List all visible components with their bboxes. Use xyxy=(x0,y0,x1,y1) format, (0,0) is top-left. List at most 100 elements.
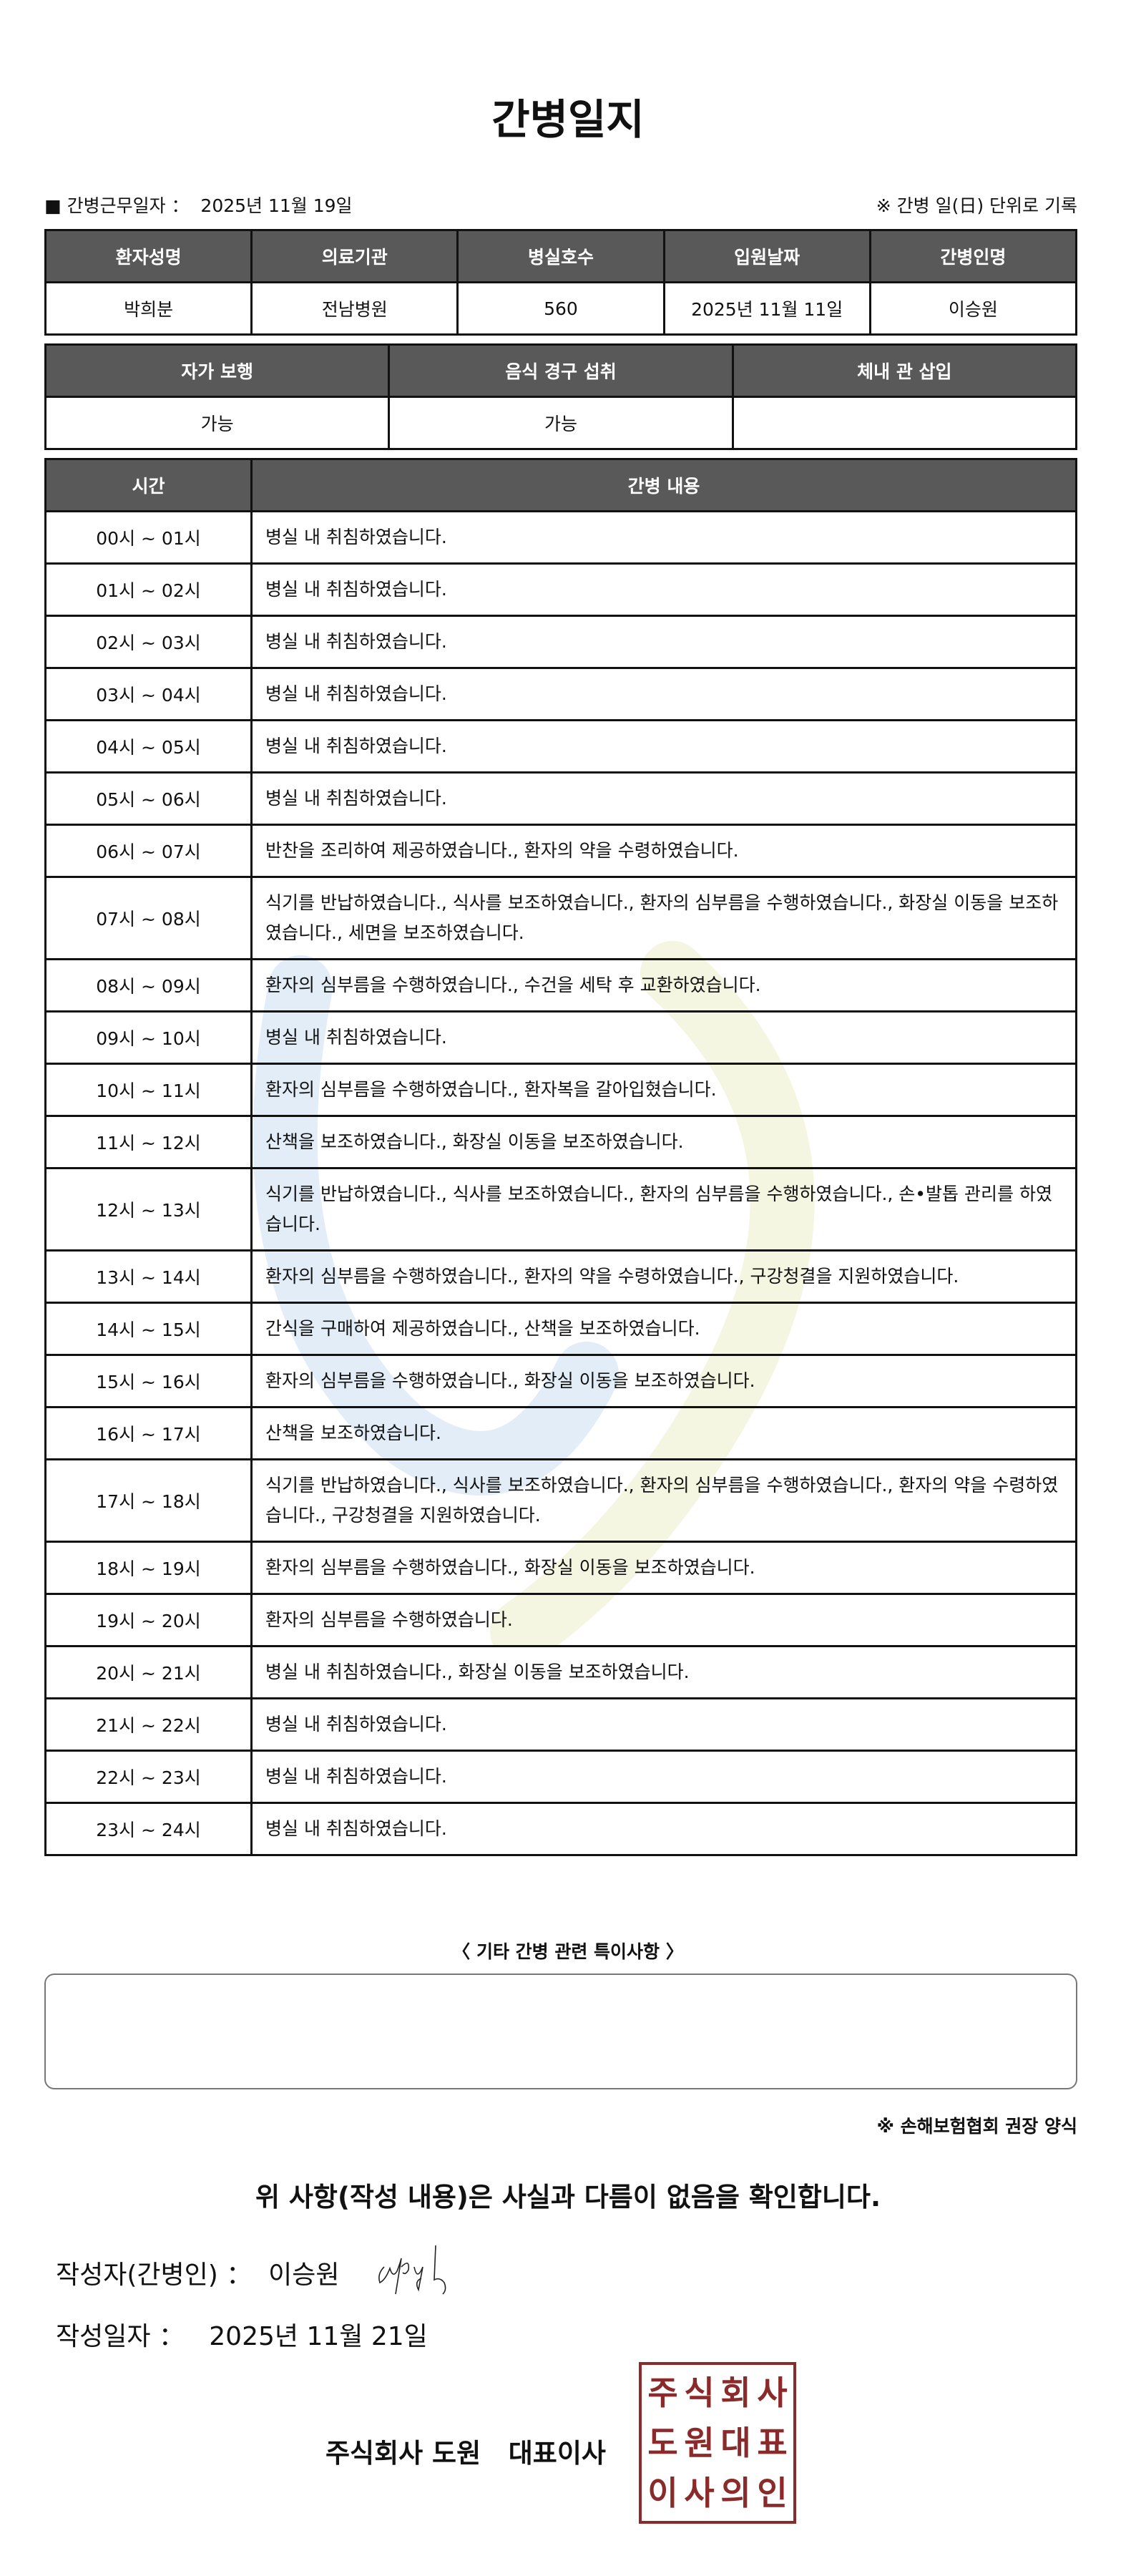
time-cell: 10시 ~ 11시 xyxy=(44,1063,253,1117)
table-row: 14시 ~ 15시 간식을 구매하여 제공하였습니다., 산책을 보조하였습니다. xyxy=(44,1302,1077,1356)
seal-character: 원 xyxy=(684,2424,715,2462)
page-title: 간병일지 xyxy=(491,95,645,144)
walking-status: 가능 xyxy=(44,396,391,450)
writer-label: 작성자(간병인) ： xyxy=(56,2260,253,2290)
time-cell: 21시 ~ 22시 xyxy=(44,1697,253,1752)
time-cell: 06시 ~ 07시 xyxy=(44,824,253,878)
header-admission-date: 입원날짜 xyxy=(662,229,871,283)
seal-character: 이 xyxy=(647,2474,678,2512)
table-row: 11시 ~ 12시 산책을 보조하였습니다., 화장실 이동을 보조하였습니다. xyxy=(44,1115,1077,1169)
header-time: 시간 xyxy=(44,458,253,512)
care-content-cell: 식기를 반납하였습니다., 식사를 보조하였습니다., 환자의 심부름을 수행하… xyxy=(250,1167,1077,1252)
time-cell: 11시 ~ 12시 xyxy=(44,1115,253,1169)
table-row: 04시 ~ 05시 병실 내 취침하였습니다. xyxy=(44,719,1077,774)
table-row: 17시 ~ 18시 식기를 반납하였습니다., 식사를 보조하였습니다., 환자의… xyxy=(44,1458,1077,1543)
time-cell: 08시 ~ 09시 xyxy=(44,958,253,1013)
table-row: 01시 ~ 02시 병실 내 취침하였습니다. xyxy=(44,562,1077,617)
table-row: 22시 ~ 23시 병실 내 취침하였습니다. xyxy=(44,1750,1077,1804)
notes-label: 〈 기타 간병 관련 특이사항 〉 xyxy=(452,1941,684,1962)
care-content-cell: 산책을 보조하였습니다., 화장실 이동을 보조하였습니다. xyxy=(250,1115,1077,1169)
care-content-cell: 병실 내 취침하였습니다. xyxy=(250,771,1077,826)
care-content-cell: 산책을 보조하였습니다. xyxy=(250,1406,1077,1460)
care-content-cell: 병실 내 취침하였습니다. xyxy=(250,1010,1077,1065)
hospital: 전남병원 xyxy=(250,281,459,336)
written-date: 2025년 11월 21일 xyxy=(209,2322,428,2351)
seal-character: 식 xyxy=(684,2373,715,2412)
time-cell: 14시 ~ 15시 xyxy=(44,1302,253,1356)
time-cell: 23시 ~ 24시 xyxy=(44,1802,253,1856)
table-row: 23시 ~ 24시 병실 내 취침하였습니다. xyxy=(44,1802,1077,1856)
oral-intake-status: 가능 xyxy=(388,396,734,450)
work-date-label: ■ 간병근무일자 ： xyxy=(44,195,190,216)
header-care-content: 간병 내용 xyxy=(250,458,1077,512)
time-cell: 09시 ~ 10시 xyxy=(44,1010,253,1065)
header-oral-intake: 음식 경구 섭취 xyxy=(388,343,734,398)
time-cell: 19시 ~ 20시 xyxy=(44,1593,253,1647)
care-content-cell: 환자의 심부름을 수행하였습니다., 화장실 이동을 보조하였습니다. xyxy=(250,1541,1077,1595)
signature xyxy=(378,2245,446,2295)
care-content-cell: 병실 내 취침하였습니다. xyxy=(250,562,1077,617)
table-row: 08시 ~ 09시 환자의 심부름을 수행하였습니다., 수건을 세탁 후 교환하… xyxy=(44,958,1077,1013)
written-date-line: 작성일자 ： 2025년 11월 21일 xyxy=(56,2316,428,2353)
care-content-cell: 환자의 심부름을 수행하였습니다., 환자의 약을 수령하였습니다., 구강청결… xyxy=(250,1249,1077,1304)
work-date-value: 2025년 11월 19일 xyxy=(200,195,353,216)
table-row: 07시 ~ 08시 식기를 반납하였습니다., 식사를 보조하였습니다., 환자의… xyxy=(44,876,1077,960)
table-row: 10시 ~ 11시 환자의 심부름을 수행하였습니다., 환자복을 갈아입혔습니다… xyxy=(44,1063,1077,1117)
table-row: 20시 ~ 21시 병실 내 취침하였습니다., 화장실 이동을 보조하였습니다. xyxy=(44,1645,1077,1699)
care-content-cell: 환자의 심부름을 수행하였습니다. xyxy=(250,1593,1077,1647)
care-log-table: 시간 간병 내용 00시 ~ 01시 병실 내 취침하였습니다. 01시 ~ 02시… xyxy=(44,458,1077,1856)
time-cell: 22시 ~ 23시 xyxy=(44,1750,253,1804)
care-content-cell: 병실 내 취침하였습니다. xyxy=(250,719,1077,774)
time-cell: 07시 ~ 08시 xyxy=(44,876,253,960)
care-content-cell: 병실 내 취침하였습니다. xyxy=(250,615,1077,669)
table-row: 13시 ~ 14시 환자의 심부름을 수행하였습니다., 환자의 약을 수령하였습… xyxy=(44,1249,1077,1304)
table-row: 18시 ~ 19시 환자의 심부름을 수행하였습니다., 화장실 이동을 보조하였… xyxy=(44,1541,1077,1595)
seal-character: 사 xyxy=(684,2474,715,2512)
time-cell: 17시 ~ 18시 xyxy=(44,1458,253,1543)
seal-character: 회 xyxy=(720,2373,751,2412)
patient-name: 박희분 xyxy=(44,281,253,336)
care-content-cell: 환자의 심부름을 수행하였습니다., 화장실 이동을 보조하였습니다. xyxy=(250,1354,1077,1408)
care-content-cell: 환자의 심부름을 수행하였습니다., 환자복을 갈아입혔습니다. xyxy=(250,1063,1077,1117)
care-content-cell: 병실 내 취침하였습니다. xyxy=(250,1697,1077,1752)
writer-line: 작성자(간병인) ： 이승원 xyxy=(56,2254,340,2291)
time-cell: 02시 ~ 03시 xyxy=(44,615,253,669)
time-cell: 13시 ~ 14시 xyxy=(44,1249,253,1304)
care-content-cell: 환자의 심부름을 수행하였습니다., 수건을 세탁 후 교환하였습니다. xyxy=(250,958,1077,1013)
care-content-cell: 식기를 반납하였습니다., 식사를 보조하였습니다., 환자의 심부름을 수행하… xyxy=(250,876,1077,960)
company-representative: 주식회사 도원 대표이사 xyxy=(325,2438,606,2469)
seal-character: 인 xyxy=(757,2474,788,2512)
time-cell: 00시 ~ 01시 xyxy=(44,510,253,565)
table-row: 05시 ~ 06시 병실 내 취침하였습니다. xyxy=(44,771,1077,826)
header-room: 병실호수 xyxy=(456,229,665,283)
table-row: 02시 ~ 03시 병실 내 취침하였습니다. xyxy=(44,615,1077,669)
seal-character: 표 xyxy=(757,2424,788,2462)
header-hospital: 의료기관 xyxy=(250,229,459,283)
header-tube: 체내 관 삽입 xyxy=(731,343,1078,398)
time-cell: 01시 ~ 02시 xyxy=(44,562,253,617)
table-row: 15시 ~ 16시 환자의 심부름을 수행하였습니다., 화장실 이동을 보조하였… xyxy=(44,1354,1077,1408)
time-cell: 18시 ~ 19시 xyxy=(44,1541,253,1595)
care-content-cell: 병실 내 취침하였습니다. xyxy=(250,1750,1077,1804)
seal-character: 사 xyxy=(757,2373,788,2412)
header-caregiver: 간병인명 xyxy=(868,229,1078,283)
table-row: 00시 ~ 01시 병실 내 취침하였습니다. xyxy=(44,510,1077,565)
room-number: 560 xyxy=(456,281,665,336)
seal-character: 대 xyxy=(720,2424,751,2462)
table-row: 19시 ~ 20시 환자의 심부름을 수행하였습니다. xyxy=(44,1593,1077,1647)
care-content-cell: 병실 내 취침하였습니다. xyxy=(250,667,1077,721)
time-cell: 04시 ~ 05시 xyxy=(44,719,253,774)
table-row: 16시 ~ 17시 산책을 보조하였습니다. xyxy=(44,1406,1077,1460)
record-note: ※ 간병 일(日) 단위로 기록 xyxy=(876,195,1077,216)
table-row: 06시 ~ 07시 반찬을 조리하여 제공하였습니다., 환자의 약을 수령하였습… xyxy=(44,824,1077,878)
seal-character: 의 xyxy=(720,2474,751,2512)
caregiver-name: 이승원 xyxy=(868,281,1078,336)
care-content-cell: 간식을 구매하여 제공하였습니다., 산책을 보조하였습니다. xyxy=(250,1302,1077,1356)
seal-character: 주 xyxy=(647,2373,678,2412)
admission-date: 2025년 11월 11일 xyxy=(662,281,871,336)
notes-box xyxy=(44,1974,1077,2089)
time-cell: 05시 ~ 06시 xyxy=(44,771,253,826)
tube-status xyxy=(731,396,1078,450)
table-row: 21시 ~ 22시 병실 내 취침하였습니다. xyxy=(44,1697,1077,1752)
